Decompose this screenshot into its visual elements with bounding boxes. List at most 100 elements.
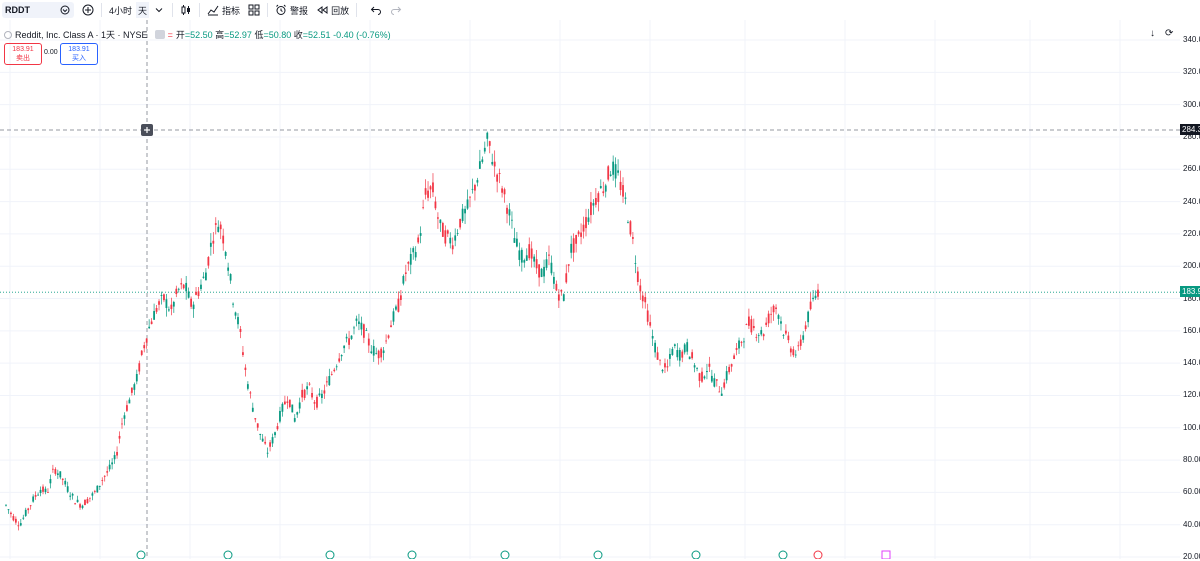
candle-body <box>37 494 39 496</box>
layout-button[interactable] <box>244 2 264 18</box>
interval-4h-button[interactable]: 4小时 <box>105 2 136 18</box>
eye-icon[interactable] <box>154 30 165 39</box>
candle-body <box>641 295 644 302</box>
candle-body <box>565 273 568 283</box>
candle-body <box>190 298 193 307</box>
candle-body <box>259 433 262 436</box>
candle-body <box>557 294 560 301</box>
candle-body <box>7 509 10 511</box>
candle-body <box>785 330 787 334</box>
candle-body <box>678 350 681 361</box>
candle-body <box>51 468 54 470</box>
sell-button[interactable]: 183.91 卖出 <box>4 43 42 65</box>
candle-body <box>345 336 348 339</box>
candle-body <box>814 295 817 299</box>
candle-body <box>160 295 163 296</box>
candle-body <box>291 404 294 413</box>
candle-body <box>106 471 109 473</box>
candle-body <box>471 188 474 190</box>
candle-body <box>775 307 777 310</box>
candle-body <box>121 423 123 425</box>
candle-body <box>787 335 790 341</box>
scroll-down-icon[interactable]: ↓ <box>1150 28 1155 39</box>
candle-type-button[interactable] <box>176 2 196 18</box>
candle-body <box>19 523 22 526</box>
candle-body <box>419 233 422 236</box>
candle-body <box>155 308 158 312</box>
candle-body <box>56 473 59 475</box>
legend-collapse-icon[interactable]: = <box>167 29 173 40</box>
candle-body <box>691 352 694 359</box>
candle-body <box>283 401 286 405</box>
candle-body <box>254 418 257 420</box>
indicators-button[interactable]: 指标 <box>203 2 244 18</box>
candlestick-chart[interactable] <box>0 20 1200 559</box>
candle-body <box>266 452 269 454</box>
candle-body <box>669 353 671 359</box>
redo-button[interactable] <box>386 2 406 18</box>
candle-body <box>622 185 624 197</box>
candle-body <box>251 407 254 412</box>
candle-body <box>696 367 698 369</box>
candle-body <box>399 295 402 300</box>
candle-body <box>634 263 637 264</box>
candle-body <box>348 338 350 345</box>
candle-body <box>454 235 457 241</box>
alerts-button[interactable]: 警报 <box>271 2 312 18</box>
candle-body <box>217 226 220 232</box>
candle-body <box>286 401 289 403</box>
interval-dropdown[interactable] <box>149 2 169 18</box>
candle-body <box>12 516 15 521</box>
candle-body <box>308 383 311 385</box>
candle-body <box>197 291 200 297</box>
candle-body <box>301 389 304 398</box>
candle-body <box>777 315 780 319</box>
candle-body <box>414 252 417 258</box>
candle-body <box>422 207 425 209</box>
candle-body <box>686 342 689 352</box>
candle-body <box>288 399 291 408</box>
candle-body <box>143 345 146 349</box>
candle-body <box>518 250 521 260</box>
candle-body <box>710 375 713 382</box>
sell-price: 183.91 <box>12 46 34 53</box>
buy-button[interactable]: 183.91 买入 <box>60 43 98 65</box>
interval-day-button[interactable]: 天 <box>136 2 150 18</box>
compare-button[interactable] <box>78 2 98 18</box>
earnings-event-icon <box>223 550 233 559</box>
open-label: 开 <box>175 30 185 40</box>
candle-body <box>683 344 686 353</box>
candle-body <box>407 262 410 264</box>
candle-body <box>249 392 252 394</box>
candle-body <box>429 186 432 190</box>
candle-body <box>469 196 471 198</box>
candle-body <box>298 402 301 409</box>
candle-body <box>170 304 173 310</box>
replay-button[interactable]: 回放 <box>312 2 353 18</box>
candle-body <box>229 274 232 281</box>
refresh-icon[interactable]: ⟳ <box>1165 28 1174 39</box>
candle-body <box>760 330 763 335</box>
candle-body <box>395 306 397 310</box>
watchlist-icon[interactable] <box>59 4 71 16</box>
earnings-event-icon <box>136 550 146 559</box>
undo-button[interactable] <box>366 2 386 18</box>
candle-body <box>432 182 434 193</box>
candle-body <box>706 370 708 373</box>
candle-body <box>577 231 580 235</box>
candle-body <box>617 170 619 173</box>
candle-body <box>597 193 600 203</box>
candle-body <box>328 376 331 386</box>
candle-body <box>355 318 358 321</box>
symbol-search[interactable]: RDDT <box>2 2 74 18</box>
price-axis-label: 80.00 <box>1183 455 1200 465</box>
candle-body <box>365 330 368 331</box>
candle-body <box>350 335 353 339</box>
earnings-event-icon <box>593 550 603 559</box>
high-label: 高 <box>215 30 225 40</box>
candle-body <box>392 311 395 322</box>
candle-body <box>325 381 328 383</box>
candle-body <box>538 264 541 278</box>
candle-body <box>91 493 94 496</box>
price-axis[interactable]: 340.0 320.0 300.0 280.0 260.0 240.0 220.0 200.0… <box>1180 20 1200 561</box>
